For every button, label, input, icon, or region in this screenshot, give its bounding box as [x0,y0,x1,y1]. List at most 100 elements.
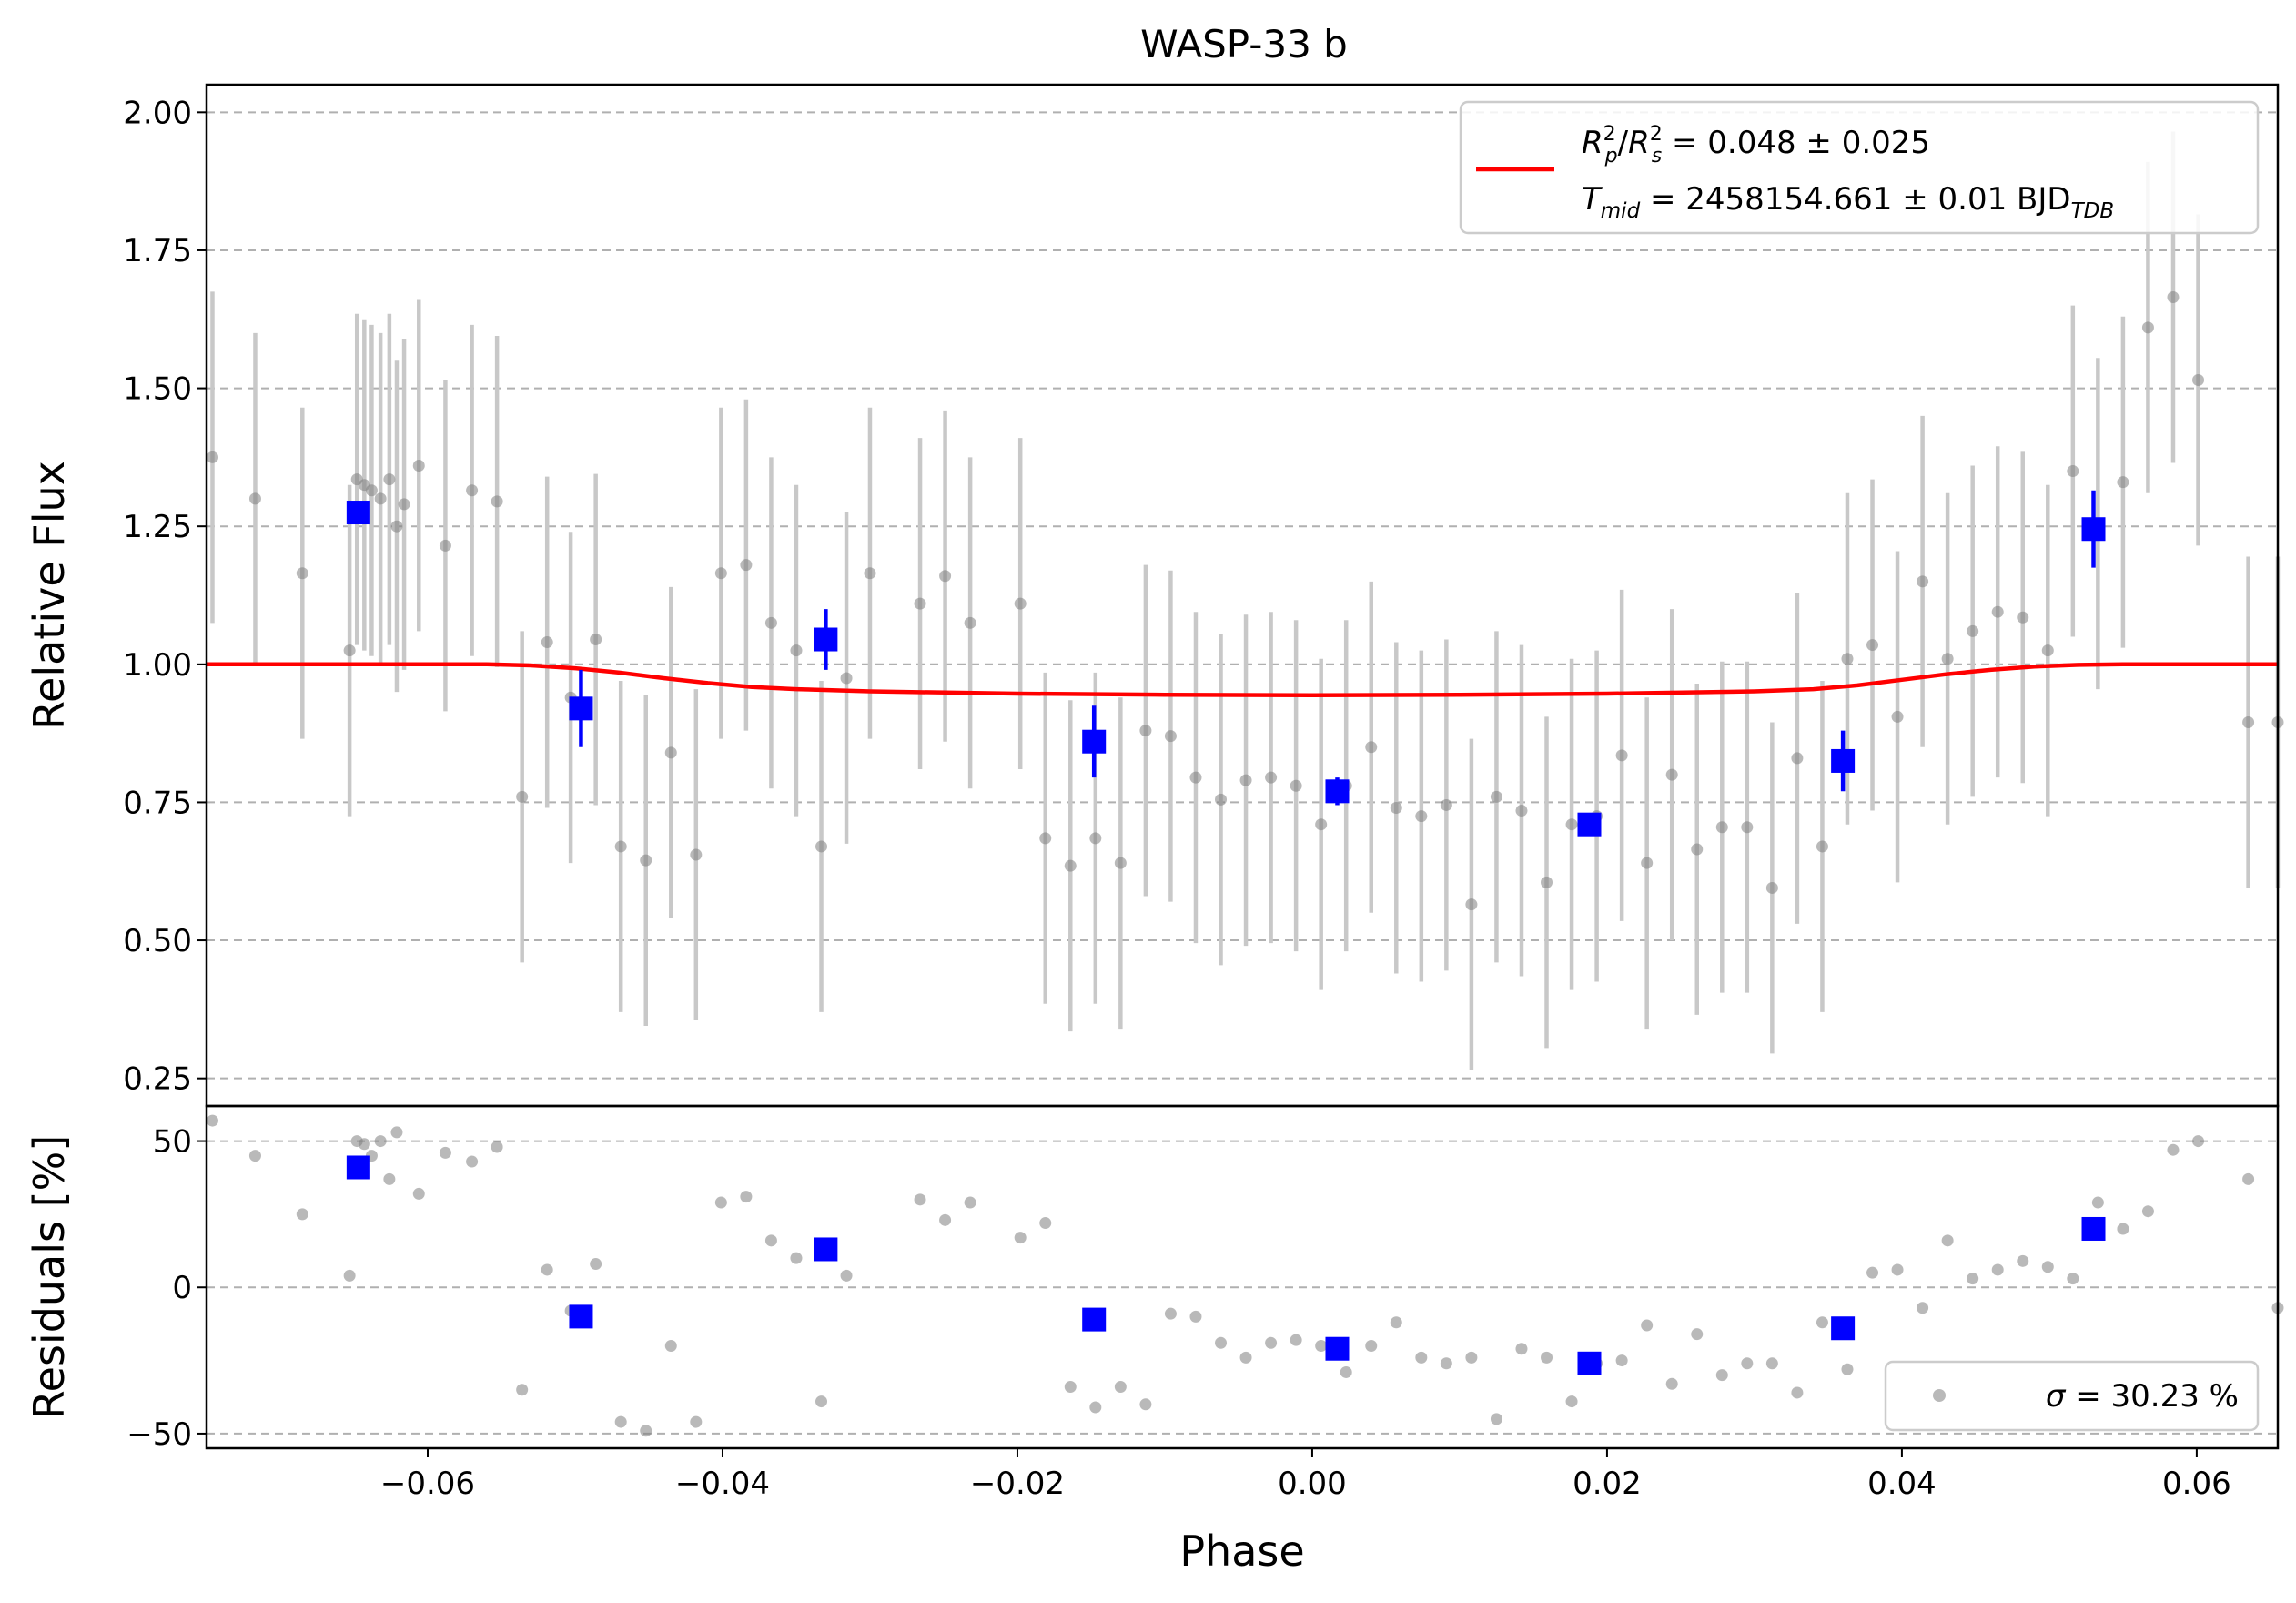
main-binned-points [346,490,2106,837]
residual-point [1139,1398,1152,1411]
residuals-legend: σ = 30.23 % [1884,1360,2260,1432]
residual-point [1541,1351,1553,1364]
raw-point [1541,876,1553,888]
raw-point [964,616,976,629]
residual-point [1189,1310,1202,1323]
residual-point [541,1263,553,1276]
raw-point [1189,771,1202,784]
residual-point [1239,1351,1252,1364]
residual-point [1515,1343,1528,1355]
raw-point [206,451,218,463]
raw-point [1816,840,1828,853]
residual-point [1415,1351,1428,1364]
raw-point [439,539,451,552]
raw-point [1164,730,1177,743]
raw-point [1866,639,1879,652]
residual-point [2017,1254,2029,1267]
residual-point [1215,1336,1228,1349]
residual-binned-point [814,1237,838,1262]
residual-point [964,1196,976,1209]
residual-point [1265,1336,1278,1349]
binned-point [346,501,370,525]
main-y-tick-label: 0.50 [123,923,192,959]
residuals-y-axis-label: Residuals [%] [25,1135,74,1419]
residual-binned-point [2081,1216,2106,1241]
main-y-ticks: 0.25 0.50 0.75 1.00 1.25 1.50 1.75 2.00 [123,95,207,1098]
main-y-tick-label: 2.00 [123,95,192,131]
raw-point [541,636,553,649]
raw-point [1039,832,1052,845]
raw-point [840,672,853,685]
residual-point [466,1155,479,1168]
residual-point [2242,1172,2255,1185]
raw-point [640,854,652,867]
raw-point [939,570,952,583]
raw-point [1515,805,1528,817]
binned-point [814,627,838,652]
residual-point [1967,1273,1979,1285]
x-tick-label: 0.02 [1573,1466,1642,1502]
raw-point [2192,373,2205,386]
residual-point [1340,1365,1352,1378]
residual-point [2041,1261,2054,1273]
x-tick-label: 0.04 [1867,1466,1937,1502]
raw-point [1315,818,1328,831]
residual-point [412,1187,425,1200]
raw-point [790,644,803,657]
residual-binned-point [1082,1307,1107,1332]
residual-point [690,1415,703,1428]
raw-point [1415,810,1428,823]
residual-binned-point [1577,1351,1602,1375]
binned-point [1831,748,1856,773]
residual-point [1114,1381,1127,1394]
residual-point [1315,1340,1328,1353]
residuals-grid [207,1140,2278,1435]
raw-point [1114,857,1127,869]
raw-point [690,848,703,861]
raw-point [1665,768,1678,781]
raw-point [914,597,926,610]
main-y-tick-label: 1.25 [123,509,192,545]
residual-point [840,1269,853,1282]
residuals-binned-points [346,1155,2106,1375]
raw-point [1014,597,1027,610]
x-tick-label: −0.06 [380,1466,475,1502]
main-y-tick-label: 1.75 [123,233,192,269]
raw-point [365,484,378,497]
residual-point [1365,1340,1378,1353]
residual-point [358,1138,370,1151]
residual-point [914,1193,926,1206]
raw-point [714,567,727,580]
raw-point [1791,752,1804,765]
raw-point [1917,575,1929,588]
legend-marker [1933,1389,1946,1402]
residual-point [640,1425,652,1437]
main-grid [207,111,2278,1080]
raw-point [1390,801,1402,814]
chart-title: WASP-33 b [1140,22,1348,66]
residual-point [1691,1328,1704,1341]
raw-point [1365,741,1378,754]
residual-point [390,1126,403,1139]
raw-point [516,790,529,803]
residual-point [1816,1316,1828,1329]
main-y-tick-label: 1.00 [123,647,192,684]
raw-point [614,840,627,853]
raw-point [1239,774,1252,786]
raw-point [2242,715,2255,728]
raw-point [1265,771,1278,784]
residual-point [1565,1395,1578,1408]
raw-point [466,484,479,497]
residual-point [1615,1354,1628,1367]
raw-point [1967,624,1979,637]
binned-point [2081,517,2106,542]
residual-point [516,1384,529,1396]
residual-point [491,1141,503,1153]
raw-point [1064,859,1077,872]
raw-point [383,473,396,486]
legend-tmid: Tmid = 2458154.661 ± 0.01 BJDTDB [1582,181,2114,223]
main-error-bars [210,131,2281,1070]
residual-point [2091,1196,2104,1209]
residual-point [1641,1319,1654,1332]
main-y-tick-label: 1.50 [123,371,192,408]
